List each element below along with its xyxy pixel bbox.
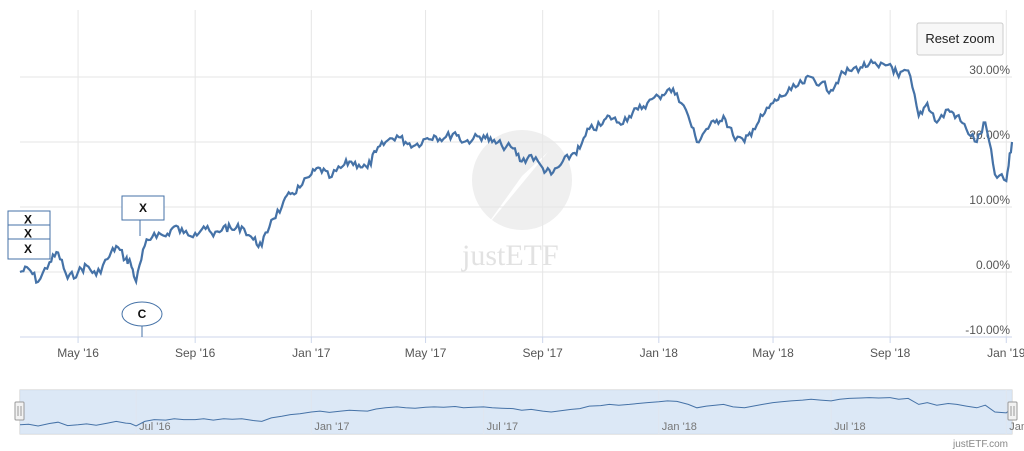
- x-tick-label: Jan '17: [292, 346, 331, 360]
- navigator-ticks: Jul '16 Jan '17 Jul '17 Jan '18 Jul '18 Jan: [135, 390, 1024, 434]
- navigator-selection[interactable]: [20, 390, 1012, 434]
- series-line: [19, 58, 1014, 286]
- y-axis-ticks: -10.00% 0.00% 10.00% 20.00% 30.00%: [965, 63, 1010, 337]
- watermark-text: justETF: [461, 239, 559, 272]
- x-tick-label: Jan '18: [640, 346, 679, 360]
- navigator-left-handle[interactable]: [14, 401, 25, 421]
- credit-label[interactable]: justETF.com: [952, 439, 1008, 450]
- event-flag-x[interactable]: X: [7, 238, 51, 260]
- y-tick-label: 30.00%: [969, 63, 1010, 77]
- y-tick-label: -10.00%: [965, 323, 1010, 337]
- x-axis-ticks: May '16 Sep '16 Jan '17 May '17 Sep '17 Jan '…: [57, 337, 1024, 360]
- navigator-tick-label: Jan '18: [662, 421, 697, 433]
- x-tick-label: Sep '16: [175, 346, 216, 360]
- navigator-tick-label: Jul '17: [487, 421, 518, 433]
- reset-zoom-button[interactable]: Reset zoom: [916, 22, 1004, 56]
- event-flag-label: X: [24, 242, 32, 256]
- x-tick-label: May '17: [405, 346, 447, 360]
- x-tick-label: May '16: [57, 346, 99, 360]
- reset-zoom-button-bg[interactable]: [916, 22, 1004, 56]
- event-flag-label: X: [24, 213, 32, 227]
- y-tick-label: 20.00%: [969, 128, 1010, 142]
- event-flag-label: X: [24, 227, 32, 241]
- navigator-series-line: [19, 397, 1013, 427]
- navigator-tick-label: Jul '18: [834, 421, 865, 433]
- reset-zoom-label[interactable]: Reset zoom: [925, 31, 994, 46]
- navigator[interactable]: Jul '16 Jan '17 Jul '17 Jan '18 Jul '18 Jan: [14, 389, 1024, 435]
- x-tick-label: Sep '18: [870, 346, 911, 360]
- event-flag-c[interactable]: C: [121, 301, 163, 337]
- x-tick-label: Sep '17: [522, 346, 563, 360]
- event-flag-label: X: [139, 201, 147, 215]
- x-tick-label: Jan '19: [987, 346, 1024, 360]
- y-tick-label: 0.00%: [976, 258, 1010, 272]
- navigator-right-handle[interactable]: [1007, 401, 1018, 421]
- grid: [20, 10, 1012, 338]
- x-tick-label: May '18: [752, 346, 794, 360]
- y-tick-label: 10.00%: [969, 193, 1010, 207]
- event-flag-x[interactable]: X: [121, 195, 165, 236]
- navigator-tick-label: Jan '17: [314, 421, 349, 433]
- navigator-tick-label: Jul '16: [139, 421, 170, 433]
- event-flag-label: C: [138, 307, 147, 321]
- navigator-tick-label: Jan: [1009, 421, 1024, 433]
